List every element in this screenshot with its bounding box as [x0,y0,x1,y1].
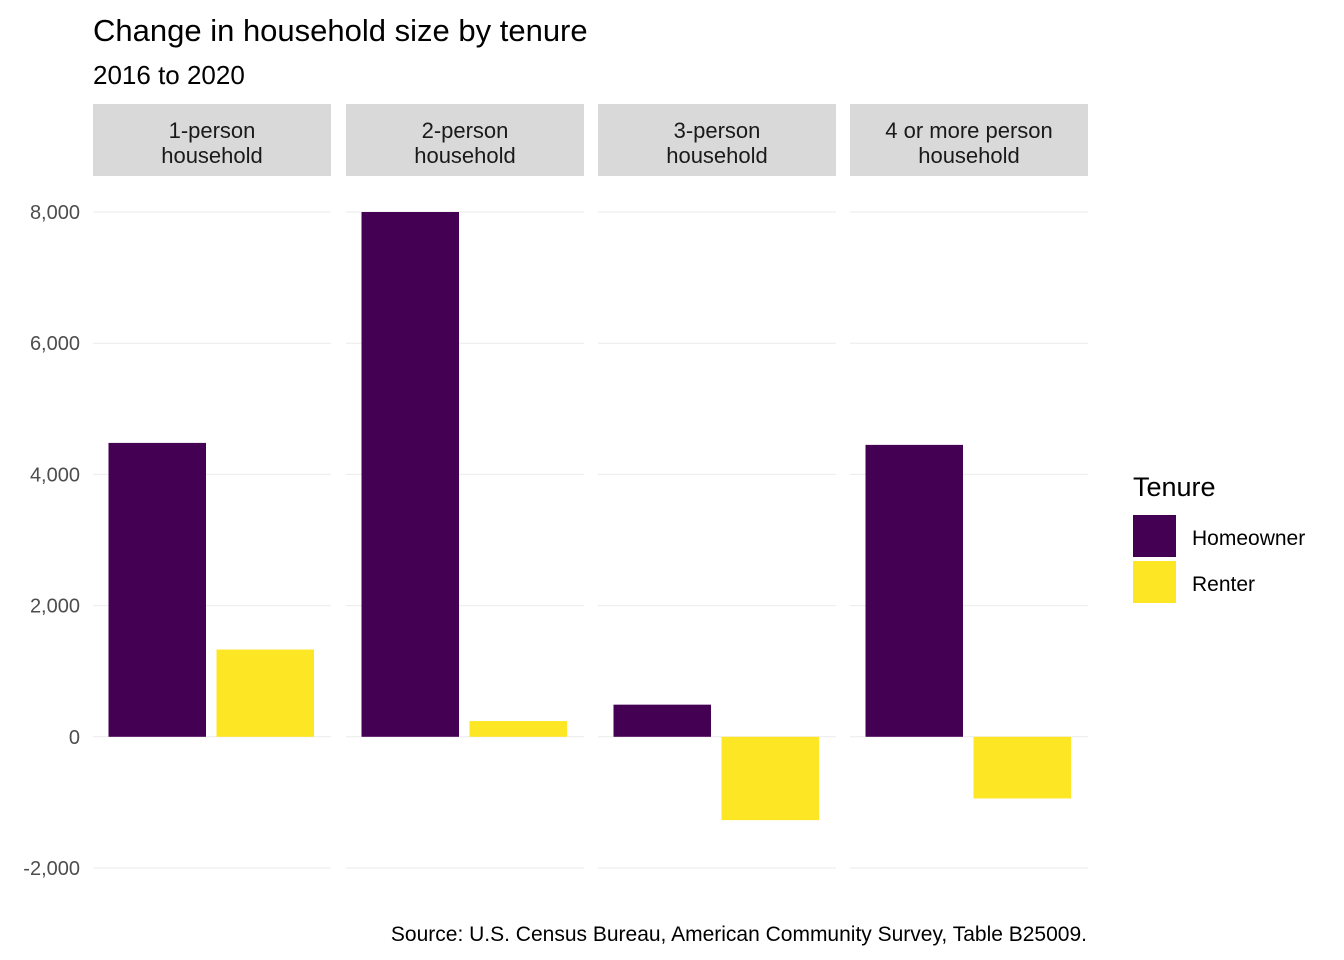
y-tick-label: 8,000 [30,202,80,224]
chart-subtitle: 2016 to 2020 [93,60,245,90]
y-tick-label: 0 [69,727,80,749]
facet-strip [93,104,331,176]
facet-panels: 1-personhousehold2-personhousehold3-pers… [93,104,1088,821]
bar-renter [973,736,1071,799]
facet-label: 4 or more person [885,118,1053,143]
bar-homeowner [613,704,711,737]
legend: Tenure Homeowner Renter [1133,472,1305,603]
y-tick-label: 4,000 [30,464,80,486]
chart-title: Change in household size by tenure [93,13,588,48]
legend-key-renter [1133,561,1176,603]
legend-key-homeowner [1133,515,1176,557]
y-tick-label: -2,000 [23,858,80,880]
bar-renter [469,721,567,737]
y-tick-label: 6,000 [30,333,80,355]
facet-label: household [161,143,263,168]
bar-renter [721,736,819,821]
bar-homeowner [865,444,963,737]
legend-title: Tenure [1133,472,1216,502]
legend-label: Homeowner [1192,527,1305,550]
chart-caption: Source: U.S. Census Bureau, American Com… [391,923,1087,946]
legend-label: Renter [1192,573,1255,596]
facet-label: 3-person [674,118,761,143]
y-tick-label: 2,000 [30,596,80,618]
y-axis: -2,000 0 2,000 4,000 6,000 8,000 [23,202,80,880]
facet-label: 1-person [169,118,256,143]
facet-strip [346,104,584,176]
bar-renter [216,649,314,737]
facet-label: household [918,143,1020,168]
facet-strip [598,104,836,176]
bar-homeowner [361,212,459,737]
facet-label: 2-person [422,118,509,143]
facet-label: household [414,143,516,168]
bar-homeowner [108,442,206,737]
facet-strip [850,104,1088,176]
facet-label: household [666,143,768,168]
